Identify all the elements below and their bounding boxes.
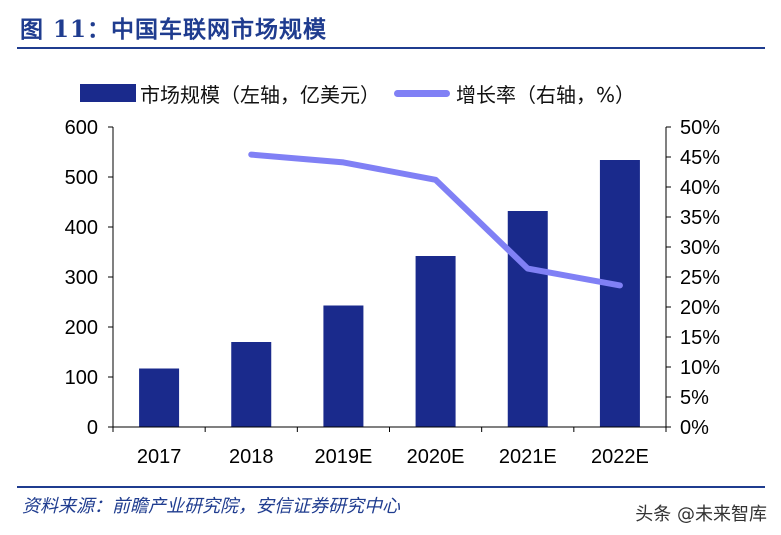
bar-2019E (323, 305, 364, 427)
left-tick-label: 300 (65, 267, 98, 289)
right-tick-label: 50% (680, 117, 720, 139)
growth-point-2022E (619, 284, 621, 286)
x-tick-label: 2018 (229, 446, 274, 468)
growth-point-2021E (527, 268, 529, 270)
x-tick-label: 2021E (499, 446, 557, 468)
right-tick-label: 15% (680, 327, 720, 349)
left-tick-label: 400 (65, 217, 98, 239)
watermark: 头条 @未来智库 (635, 504, 767, 525)
legend-bar-label: 市场规模（左轴，亿美元） (140, 82, 380, 107)
bar-2021E (507, 211, 548, 427)
bar-2022E (599, 160, 640, 427)
x-tick-label: 2019E (314, 446, 372, 468)
legend-line-swatch (394, 89, 450, 97)
bar-2017 (139, 368, 180, 427)
left-tick-label: 500 (65, 167, 98, 189)
right-tick-label: 35% (680, 207, 720, 229)
left-tick-label: 200 (65, 317, 98, 339)
right-tick-label: 25% (680, 267, 720, 289)
x-tick-label: 2020E (407, 446, 465, 468)
legend-line-label: 增长率（右轴，%） (456, 82, 636, 107)
right-tick-label: 20% (680, 297, 720, 319)
source-note: 资料来源：前瞻产业研究院，安信证券研究中心 (22, 496, 400, 517)
left-tick-label: 0 (87, 417, 98, 439)
right-tick-label: 0% (680, 417, 709, 439)
right-tick-label: 30% (680, 237, 720, 259)
x-tick-label: 2017 (137, 446, 182, 468)
source-divider (17, 486, 765, 488)
left-tick-label: 100 (65, 367, 98, 389)
bar-2020E (415, 256, 456, 427)
right-tick-label: 45% (680, 147, 720, 169)
right-tick-label: 40% (680, 177, 720, 199)
growth-point-2019E (342, 161, 344, 163)
legend-bar-swatch (80, 84, 136, 102)
right-tick-label: 10% (680, 357, 720, 379)
growth-point-2018 (250, 154, 252, 156)
x-tick-label: 2022E (591, 446, 649, 468)
chart-title: 图 11：中国车联网市场规模 (20, 16, 328, 43)
legend: 市场规模（左轴，亿美元） 增长率（右轴，%） (80, 80, 636, 107)
right-tick-label: 5% (680, 387, 709, 409)
title-divider (17, 47, 765, 49)
left-tick-label: 600 (65, 117, 98, 139)
growth-point-2020E (435, 179, 437, 181)
bar-2018 (231, 342, 272, 427)
